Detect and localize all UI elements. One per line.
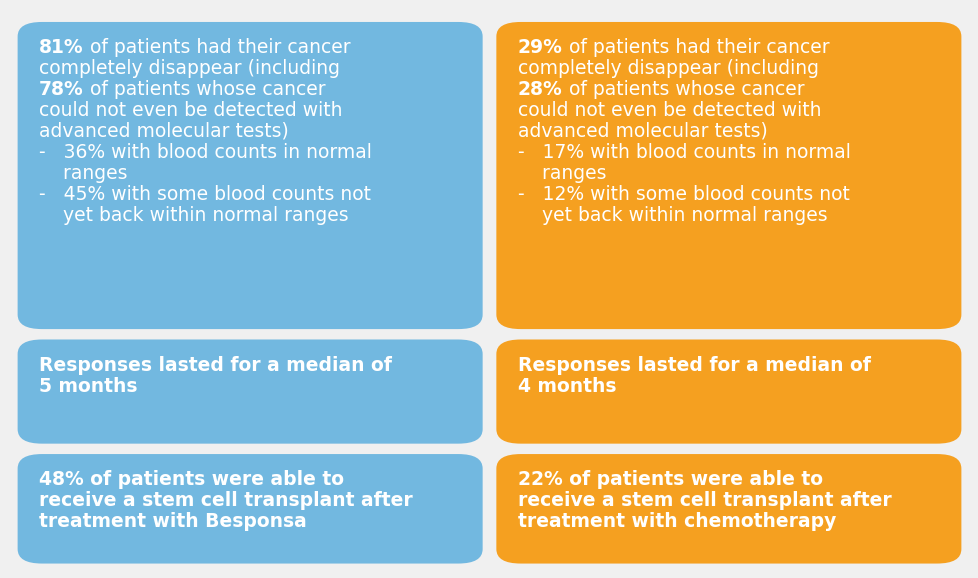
- Text: could not even be detected with: could not even be detected with: [517, 101, 821, 120]
- Text: 22% of patients were able to: 22% of patients were able to: [517, 470, 822, 489]
- Text: advanced molecular tests): advanced molecular tests): [517, 122, 767, 141]
- Text: could not even be detected with: could not even be detected with: [39, 101, 342, 120]
- Text: of patients had their cancer: of patients had their cancer: [562, 38, 828, 57]
- Text: 48% of patients were able to: 48% of patients were able to: [39, 470, 344, 489]
- Text: Responses lasted for a median of: Responses lasted for a median of: [517, 355, 869, 375]
- Text: ranges: ranges: [39, 164, 127, 183]
- FancyBboxPatch shape: [18, 454, 482, 564]
- Text: -   17% with blood counts in normal: - 17% with blood counts in normal: [517, 143, 850, 162]
- Text: 5 months: 5 months: [39, 377, 138, 395]
- Text: ranges: ranges: [517, 164, 605, 183]
- Text: 81%: 81%: [39, 38, 84, 57]
- Text: of patients had their cancer: of patients had their cancer: [84, 38, 350, 57]
- Text: 4 months: 4 months: [517, 377, 616, 395]
- Text: completely disappear (including: completely disappear (including: [517, 59, 818, 78]
- Text: receive a stem cell transplant after: receive a stem cell transplant after: [39, 491, 413, 510]
- Text: of patients whose cancer: of patients whose cancer: [562, 80, 804, 99]
- FancyBboxPatch shape: [496, 454, 960, 564]
- FancyBboxPatch shape: [18, 339, 482, 444]
- Text: -   45% with some blood counts not: - 45% with some blood counts not: [39, 184, 371, 203]
- Text: receive a stem cell transplant after: receive a stem cell transplant after: [517, 491, 891, 510]
- FancyBboxPatch shape: [496, 22, 960, 329]
- Text: -   36% with blood counts in normal: - 36% with blood counts in normal: [39, 143, 372, 162]
- Text: 29%: 29%: [517, 38, 562, 57]
- Text: of patients whose cancer: of patients whose cancer: [84, 80, 326, 99]
- Text: 78%: 78%: [39, 80, 84, 99]
- Text: 28%: 28%: [517, 80, 562, 99]
- FancyBboxPatch shape: [496, 339, 960, 444]
- Text: advanced molecular tests): advanced molecular tests): [39, 122, 289, 141]
- FancyBboxPatch shape: [18, 22, 482, 329]
- Text: -   12% with some blood counts not: - 12% with some blood counts not: [517, 184, 849, 203]
- Text: yet back within normal ranges: yet back within normal ranges: [39, 206, 348, 224]
- Text: treatment with Besponsa: treatment with Besponsa: [39, 512, 306, 531]
- Text: treatment with chemotherapy: treatment with chemotherapy: [517, 512, 835, 531]
- Text: Responses lasted for a median of: Responses lasted for a median of: [39, 355, 391, 375]
- Text: yet back within normal ranges: yet back within normal ranges: [517, 206, 826, 224]
- Text: completely disappear (including: completely disappear (including: [39, 59, 339, 78]
